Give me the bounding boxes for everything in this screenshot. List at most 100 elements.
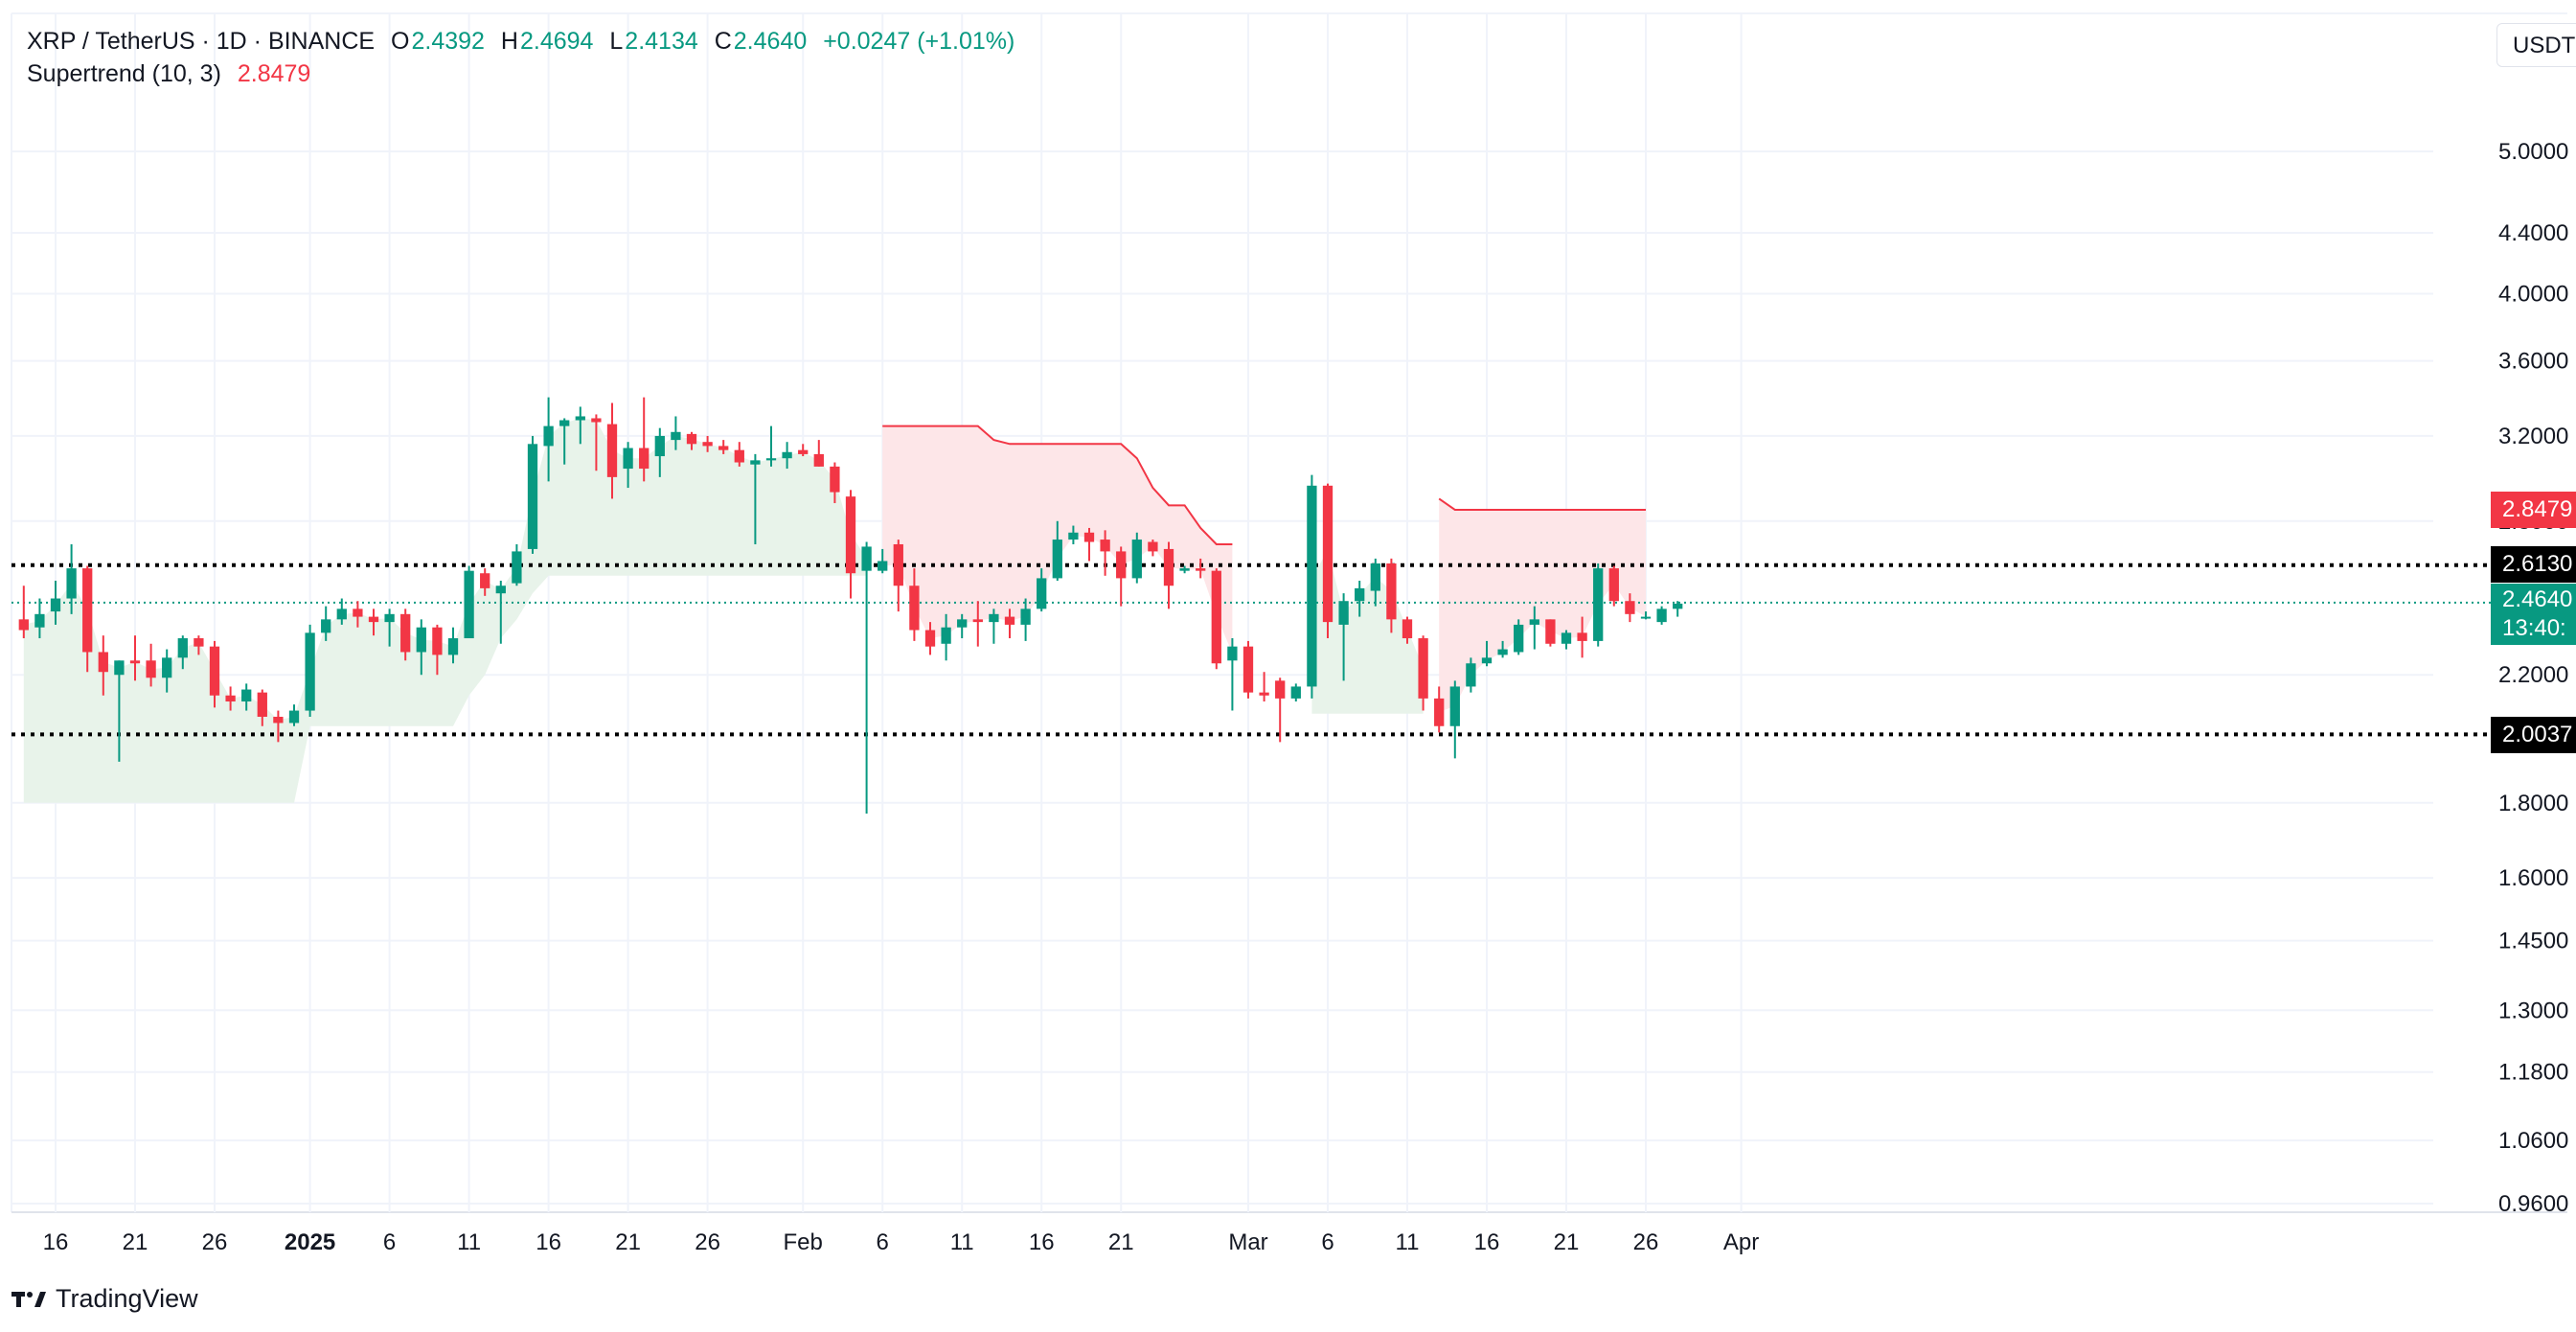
candle — [591, 414, 602, 471]
candle — [813, 440, 824, 467]
candle-body — [718, 446, 729, 450]
price-tick-label: 3.6000 — [2498, 349, 2568, 375]
candle — [639, 397, 650, 482]
time-tick-label: 26 — [695, 1229, 720, 1255]
candle-body — [384, 613, 395, 623]
candle — [194, 635, 204, 655]
time-tick-label: 21 — [123, 1229, 148, 1255]
candle-body — [1577, 632, 1587, 641]
time-tick-label: 16 — [43, 1229, 69, 1255]
candle-body — [989, 613, 999, 623]
low-label: L — [609, 28, 624, 55]
candle-body — [575, 416, 585, 421]
candle-body — [1434, 698, 1445, 726]
candle — [1275, 677, 1286, 743]
candle — [1020, 598, 1031, 641]
candle-body — [1338, 601, 1349, 625]
candle-body — [893, 543, 903, 586]
candle — [1529, 606, 1539, 650]
candle — [1322, 483, 1334, 639]
supertrend-line — [882, 425, 1646, 545]
candle-body — [1307, 485, 1317, 687]
time-axis[interactable]: 16 21 26 2025 6 11 16 21 26 Feb 6 11 16 21 Mar 6 11 16 21 2… — [43, 1229, 1760, 1255]
candle — [1673, 601, 1683, 617]
candle — [1148, 540, 1158, 557]
candle — [1370, 558, 1380, 607]
time-tick-label: Feb — [784, 1229, 823, 1255]
time-tick-label: Apr — [1723, 1229, 1759, 1255]
candle-body — [50, 598, 61, 612]
candle-body — [1418, 638, 1428, 699]
change-value: +0.0247 (+1.01%) — [823, 28, 1015, 55]
tradingview-logo[interactable]: TradingView — [11, 1284, 198, 1314]
time-tick-label: 16 — [536, 1229, 561, 1255]
candle — [1355, 581, 1365, 617]
candle-body — [194, 638, 204, 647]
candle-body — [480, 573, 490, 588]
horizontal-levels — [11, 563, 2491, 737]
high-value: 2.4694 — [519, 28, 594, 55]
candle — [972, 601, 983, 647]
candle — [162, 649, 172, 693]
time-tick-label: 16 — [1029, 1229, 1055, 1255]
candle-body — [1211, 570, 1221, 664]
candle-body — [225, 695, 236, 702]
price-axis[interactable]: 5.00004.40004.00003.60003.20002.80002.20… — [2498, 139, 2568, 1217]
currency-selector[interactable]: USDT — [2496, 23, 2576, 67]
candle — [1640, 611, 1652, 620]
candle — [909, 568, 920, 641]
candle — [34, 598, 45, 639]
symbol-title[interactable]: XRP / TetherUS · 1D · BINANCE — [27, 28, 376, 55]
time-tick-label: 26 — [202, 1229, 228, 1255]
candle-body — [209, 646, 220, 696]
indicator-value: 2.8479 — [237, 60, 311, 87]
candle — [1418, 635, 1428, 711]
price-tick-label: 1.1800 — [2498, 1060, 2568, 1086]
candle — [941, 613, 951, 661]
last-price-value: 2.4640 — [2502, 586, 2573, 612]
candle-body — [66, 568, 77, 599]
candle — [1434, 686, 1445, 733]
candle-body — [671, 431, 681, 441]
candle-body — [878, 561, 888, 571]
time-tick-label: 6 — [383, 1229, 396, 1255]
candle — [177, 635, 188, 670]
price-tick-label: 2.2000 — [2498, 662, 2568, 688]
candle-body — [591, 418, 602, 423]
candle — [1608, 565, 1619, 607]
candle — [464, 565, 474, 639]
candle-body — [798, 449, 809, 454]
candle-body — [527, 444, 538, 549]
close-value: 2.4640 — [733, 28, 808, 55]
candle-body — [1386, 563, 1397, 620]
price-tick-label: 1.0600 — [2498, 1128, 2568, 1154]
price-tick-label: 1.8000 — [2498, 791, 2568, 816]
candle-body — [1355, 587, 1365, 602]
candle — [1163, 541, 1174, 609]
price-tick-label: 3.2000 — [2498, 424, 2568, 449]
time-tick-label: 11 — [457, 1229, 481, 1255]
candle-body — [146, 660, 156, 678]
candle-body — [464, 570, 474, 639]
candle — [432, 624, 443, 676]
candle — [1290, 683, 1301, 702]
candle — [1179, 565, 1190, 574]
candle — [718, 440, 729, 454]
candle-body — [447, 638, 459, 655]
candle — [1481, 640, 1493, 667]
candle-body — [654, 435, 665, 457]
candle-body — [416, 627, 426, 653]
candle-body — [957, 619, 968, 628]
candle — [782, 442, 792, 470]
candle-body — [845, 496, 856, 574]
candle-body — [321, 619, 331, 633]
indicator-name[interactable]: Supertrend (10, 3) — [27, 60, 221, 87]
candle-body — [1529, 619, 1539, 625]
candle-body — [241, 689, 252, 702]
time-tick-label: 6 — [1321, 1229, 1334, 1255]
candle — [400, 609, 411, 661]
candle — [1211, 568, 1221, 670]
time-tick-label: 16 — [1474, 1229, 1500, 1255]
candle — [1514, 619, 1524, 655]
